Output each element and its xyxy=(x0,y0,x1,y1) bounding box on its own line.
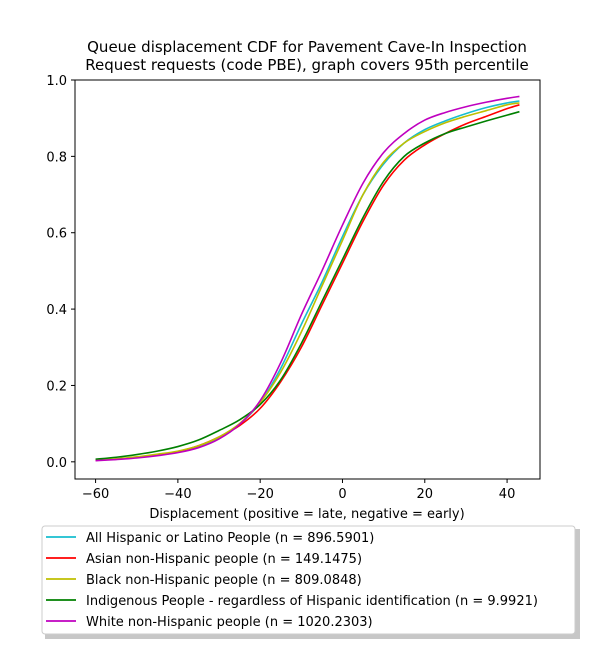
x-tick-label: −60 xyxy=(82,487,109,502)
legend-label-1: Asian non-Hispanic people (n = 149.1475) xyxy=(86,552,362,567)
legend-label-4: White non-Hispanic people (n = 1020.2303… xyxy=(86,615,373,630)
series-line-3 xyxy=(95,110,520,460)
y-tick-label: 0.4 xyxy=(46,303,67,318)
chart-title-line-1: Queue displacement CDF for Pavement Cave… xyxy=(87,38,527,56)
series-line-1 xyxy=(95,104,520,462)
chart-title-line-2: Request requests (code PBE), graph cover… xyxy=(85,56,529,74)
x-tick-label: 40 xyxy=(499,487,516,502)
y-tick-label: 1.0 xyxy=(46,74,67,89)
y-tick-label: 0.2 xyxy=(46,379,67,394)
x-tick-label: −40 xyxy=(164,487,191,502)
y-tick-label: 0.8 xyxy=(46,150,67,165)
plot-lines xyxy=(95,95,520,462)
legend-label-3: Indigenous People - regardless of Hispan… xyxy=(86,594,538,609)
legend-box xyxy=(41,525,576,635)
legend-label-2: Black non-Hispanic people (n = 809.0848) xyxy=(86,573,362,588)
legend: All Hispanic or Latino People (n = 896.5… xyxy=(46,531,538,630)
x-tick-label: 0 xyxy=(338,487,346,502)
x-axis-ticks: −60 −40 −20 0 20 40 xyxy=(82,479,515,502)
plot-frame xyxy=(74,79,541,480)
series-line-2 xyxy=(95,102,520,461)
legend-label-0: All Hispanic or Latino People (n = 896.5… xyxy=(86,531,374,546)
y-axis-ticks: 0.0 0.2 0.4 0.6 0.8 1.0 xyxy=(46,74,75,471)
series-line-0 xyxy=(95,100,520,462)
x-tick-label: 20 xyxy=(417,487,434,502)
x-axis-label: Displacement (positive = late, negative … xyxy=(149,507,464,522)
series-line-4 xyxy=(95,95,520,462)
x-tick-label: −20 xyxy=(246,487,273,502)
y-tick-label: 0.0 xyxy=(46,456,67,471)
y-tick-label: 0.6 xyxy=(46,227,67,242)
